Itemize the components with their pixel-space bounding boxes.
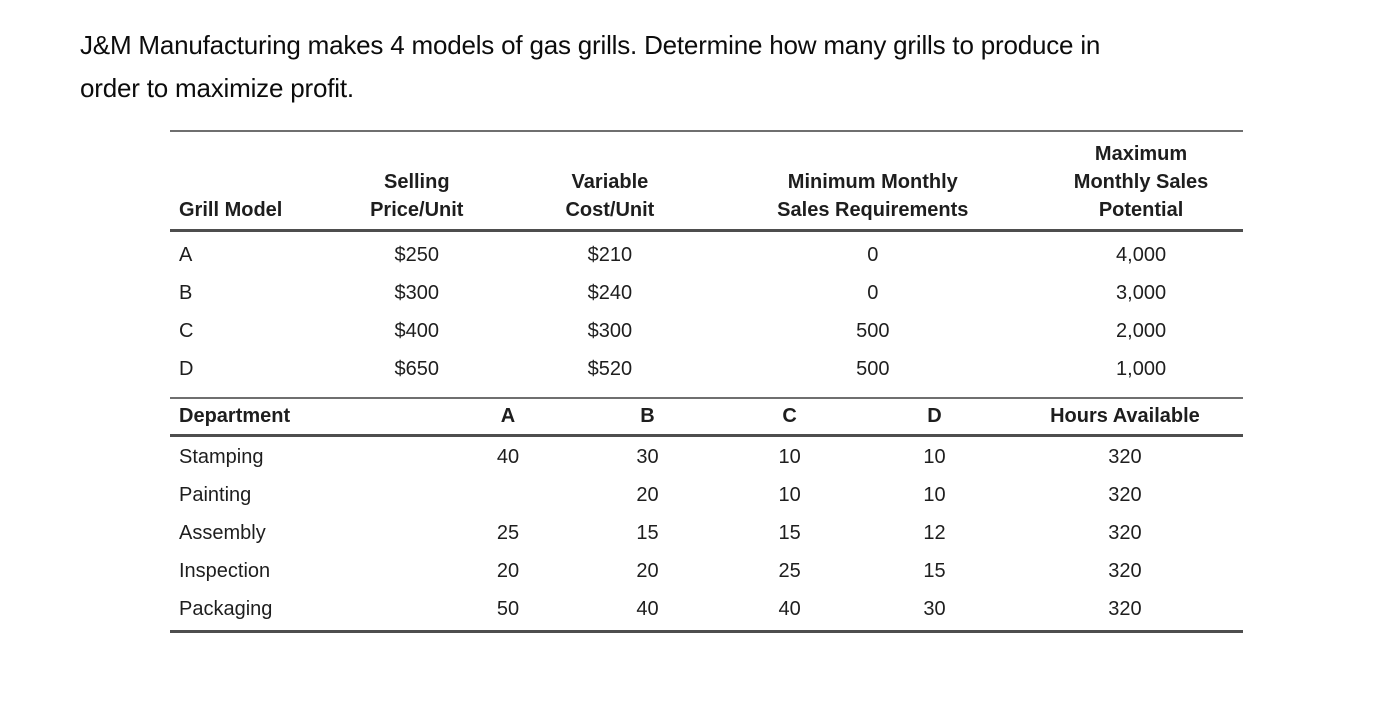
max-monthly-sales-cell: 4,000 [1116, 243, 1167, 266]
dept-table-row: Painting 20 10 10 320 [170, 476, 1243, 514]
department-cell: Inspection [179, 559, 271, 582]
min-monthly-sales-cell: 500 [856, 357, 890, 380]
header-selling-price: Selling Price/Unit [320, 131, 514, 232]
variable-cost-cell: $300 [587, 319, 633, 342]
max-monthly-sales-cell: 2,000 [1116, 319, 1167, 342]
header-max-monthly-sales-line3: Potential [1098, 199, 1184, 221]
header-grill-model-line: Grill Model [179, 199, 283, 221]
min-monthly-sales-cell: 0 [867, 243, 879, 266]
dept-table-header-row: Department A B C D Hours Available [170, 398, 1243, 437]
variable-cost-cell: $240 [587, 281, 633, 304]
tables-block: Grill Model Selling Price/Unit Variable … [170, 130, 1243, 633]
header-min-monthly-sales-line2: Sales Requirements [777, 199, 969, 221]
variable-cost-cell: $210 [587, 243, 633, 266]
hours-c-cell: 10 [778, 483, 801, 506]
grill-table-row: B $300 $240 0 3,000 [170, 274, 1243, 312]
hours-c-cell: 40 [778, 597, 801, 620]
hours-b-cell: 15 [636, 521, 659, 544]
hours-c-cell: 10 [778, 445, 801, 468]
grill-model-cell: C [179, 319, 194, 342]
hours-available-cell: 320 [1108, 521, 1142, 544]
hours-a-cell: 40 [496, 445, 520, 468]
dept-table-row: Assembly 25 15 15 12 320 [170, 514, 1243, 552]
hours-b-cell: 40 [636, 597, 659, 620]
header-model-c: C [717, 398, 863, 437]
hours-b-cell: 20 [636, 483, 659, 506]
hours-d-cell: 10 [923, 445, 946, 468]
header-variable-cost-line2: Cost/Unit [565, 199, 655, 221]
problem-statement: J&M Manufacturing makes 4 models of gas … [80, 24, 1100, 110]
variable-cost-cell: $520 [587, 357, 633, 380]
grill-table-row: A $250 $210 0 4,000 [170, 231, 1243, 275]
dept-table-row: Inspection 20 20 25 15 320 [170, 552, 1243, 590]
hours-a-cell: 50 [496, 597, 520, 620]
header-max-monthly-sales-line1: Maximum [1094, 143, 1188, 165]
header-max-monthly-sales: Maximum Monthly Sales Potential [1039, 131, 1243, 232]
hours-d-cell: 12 [923, 521, 946, 544]
department-cell: Stamping [179, 445, 264, 468]
hours-a-cell: 25 [496, 521, 520, 544]
grill-model-cell: B [179, 281, 193, 304]
grill-model-cell: A [179, 243, 193, 266]
header-model-b: B [577, 398, 718, 437]
grill-model-table: Grill Model Selling Price/Unit Variable … [170, 130, 1243, 395]
header-max-monthly-sales-line2: Monthly Sales [1073, 171, 1209, 193]
header-selling-price-line1: Selling [383, 171, 450, 193]
grill-table-row: D $650 $520 500 1,000 [170, 350, 1243, 395]
max-monthly-sales-cell: 3,000 [1116, 281, 1167, 304]
hours-available-cell: 320 [1108, 483, 1142, 506]
header-variable-cost: Variable Cost/Unit [513, 131, 707, 232]
hours-available-cell: 320 [1108, 559, 1142, 582]
selling-price-cell: $300 [394, 281, 440, 304]
selling-price-cell: $650 [394, 357, 440, 380]
department-cell: Assembly [179, 521, 266, 544]
hours-b-cell: 20 [636, 559, 659, 582]
header-model-a: A [438, 398, 578, 437]
max-monthly-sales-cell: 1,000 [1116, 357, 1167, 380]
header-grill-model: Grill Model [170, 131, 321, 232]
header-department: Department [170, 398, 439, 437]
header-min-monthly-sales: Minimum Monthly Sales Requirements [706, 131, 1040, 232]
grill-table-header-row: Grill Model Selling Price/Unit Variable … [170, 131, 1243, 232]
department-hours-table: Department A B C D Hours Available Stamp… [170, 397, 1243, 633]
header-min-monthly-sales-line1: Minimum Monthly [787, 171, 958, 193]
selling-price-cell: $250 [394, 243, 440, 266]
hours-d-cell: 15 [923, 559, 946, 582]
min-monthly-sales-cell: 500 [856, 319, 890, 342]
header-selling-price-line2: Price/Unit [370, 199, 464, 221]
hours-d-cell: 10 [923, 483, 946, 506]
hours-available-cell: 320 [1108, 445, 1142, 468]
problem-statement-line1: J&M Manufacturing makes 4 models of gas … [80, 30, 1101, 60]
problem-statement-line2: order to maximize profit. [80, 73, 354, 103]
header-variable-cost-line1: Variable [571, 171, 649, 193]
grill-model-cell: D [179, 357, 194, 380]
hours-available-cell: 320 [1108, 597, 1142, 620]
department-cell: Painting [179, 483, 252, 506]
hours-c-cell: 15 [778, 521, 801, 544]
hours-a-cell: 20 [496, 559, 520, 582]
hours-c-cell: 25 [778, 559, 801, 582]
header-model-d: D [862, 398, 1007, 437]
header-hours-available: Hours Available [1006, 398, 1243, 437]
hours-b-cell: 30 [636, 445, 659, 468]
hours-d-cell: 30 [923, 597, 946, 620]
min-monthly-sales-cell: 0 [867, 281, 879, 304]
hours-a-cell [438, 476, 577, 514]
grill-table-row: C $400 $300 500 2,000 [170, 312, 1243, 350]
selling-price-cell: $400 [394, 319, 440, 342]
dept-table-row: Stamping 40 30 10 10 320 [170, 436, 1243, 477]
department-cell: Packaging [179, 597, 273, 620]
dept-table-row: Packaging 50 40 40 30 320 [170, 590, 1243, 632]
